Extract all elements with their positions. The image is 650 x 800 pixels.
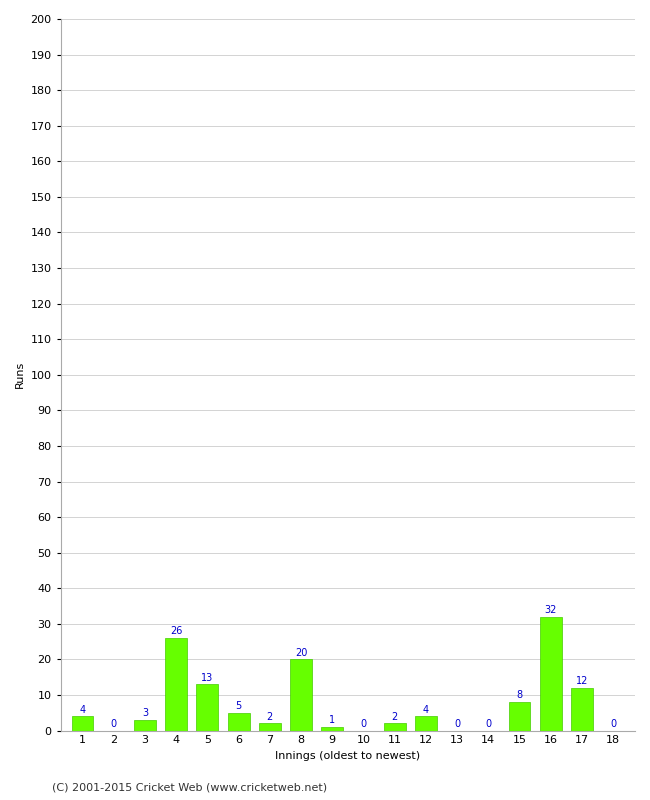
Bar	[196, 684, 218, 730]
Text: 0: 0	[111, 719, 117, 729]
Text: (C) 2001-2015 Cricket Web (www.cricketweb.net): (C) 2001-2015 Cricket Web (www.cricketwe…	[52, 782, 327, 792]
Text: 12: 12	[576, 676, 588, 686]
Text: 0: 0	[360, 719, 367, 729]
Bar	[134, 720, 156, 730]
Bar	[321, 727, 343, 730]
Bar	[540, 617, 562, 730]
Text: 0: 0	[454, 719, 460, 729]
Bar	[508, 702, 530, 730]
Text: 2: 2	[391, 712, 398, 722]
Text: 13: 13	[202, 673, 214, 682]
Bar	[72, 716, 94, 730]
Bar	[415, 716, 437, 730]
Text: 4: 4	[422, 705, 429, 714]
Text: 26: 26	[170, 626, 183, 636]
Text: 5: 5	[235, 701, 242, 711]
Bar	[290, 659, 312, 730]
Text: 0: 0	[486, 719, 491, 729]
Text: 32: 32	[545, 605, 557, 615]
Text: 3: 3	[142, 708, 148, 718]
Y-axis label: Runs: Runs	[15, 361, 25, 389]
Text: 4: 4	[79, 705, 86, 714]
Text: 8: 8	[517, 690, 523, 700]
Text: 20: 20	[295, 648, 307, 658]
Bar	[259, 723, 281, 730]
Bar	[384, 723, 406, 730]
Text: 2: 2	[266, 712, 273, 722]
Bar	[165, 638, 187, 730]
Bar	[571, 688, 593, 730]
Text: 0: 0	[610, 719, 616, 729]
X-axis label: Innings (oldest to newest): Innings (oldest to newest)	[276, 751, 421, 761]
Text: 1: 1	[329, 715, 335, 726]
Bar	[227, 713, 250, 730]
